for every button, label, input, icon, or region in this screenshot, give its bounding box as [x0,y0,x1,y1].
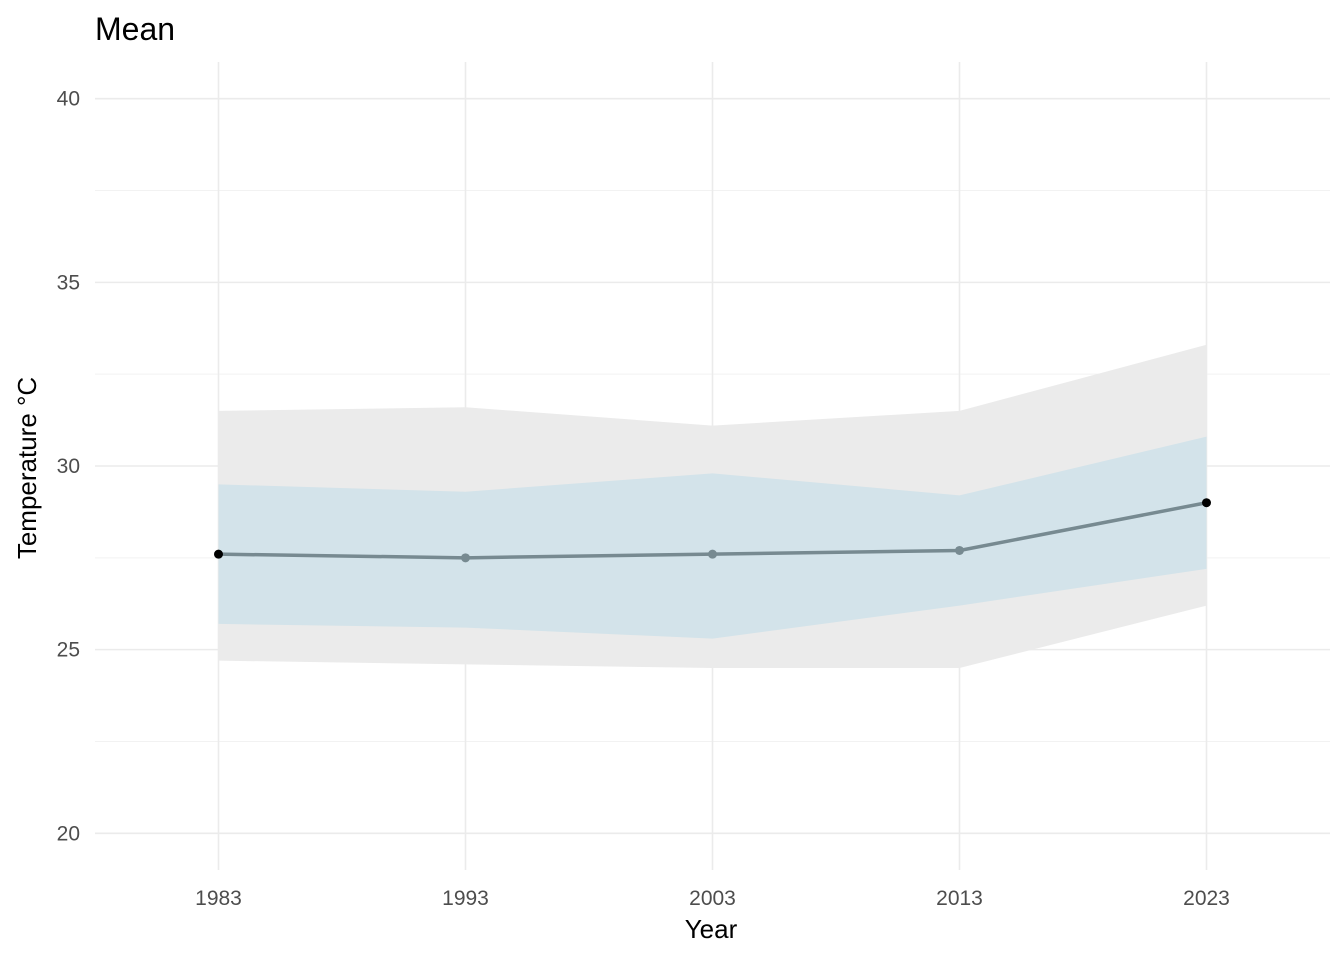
x-tick-label: 2013 [936,887,983,910]
y-axis-ticks: 20 25 30 35 40 [57,88,80,846]
data-point [955,545,964,555]
series-points [214,498,1211,563]
chart-title: Mean [95,11,175,47]
y-tick-label: 40 [57,88,80,111]
y-tick-label: 35 [57,271,80,294]
data-point [214,549,223,559]
bands [218,344,1207,668]
x-axis-ticks: 1983 1993 2003 2013 2023 [195,887,1230,910]
x-tick-label: 1993 [442,887,489,910]
confidence-band-2 [218,436,1207,639]
y-tick-label: 20 [57,822,80,845]
data-point [708,549,717,559]
x-tick-label: 2023 [1183,887,1230,910]
y-tick-label: 30 [57,455,80,478]
y-axis-title: Temperature °C [12,377,42,559]
x-axis-title: Year [685,914,738,944]
data-point [461,553,470,563]
x-tick-label: 1983 [195,887,242,910]
y-tick-label: 25 [57,639,80,662]
x-tick-label: 2003 [689,887,736,910]
data-point [1202,498,1211,508]
